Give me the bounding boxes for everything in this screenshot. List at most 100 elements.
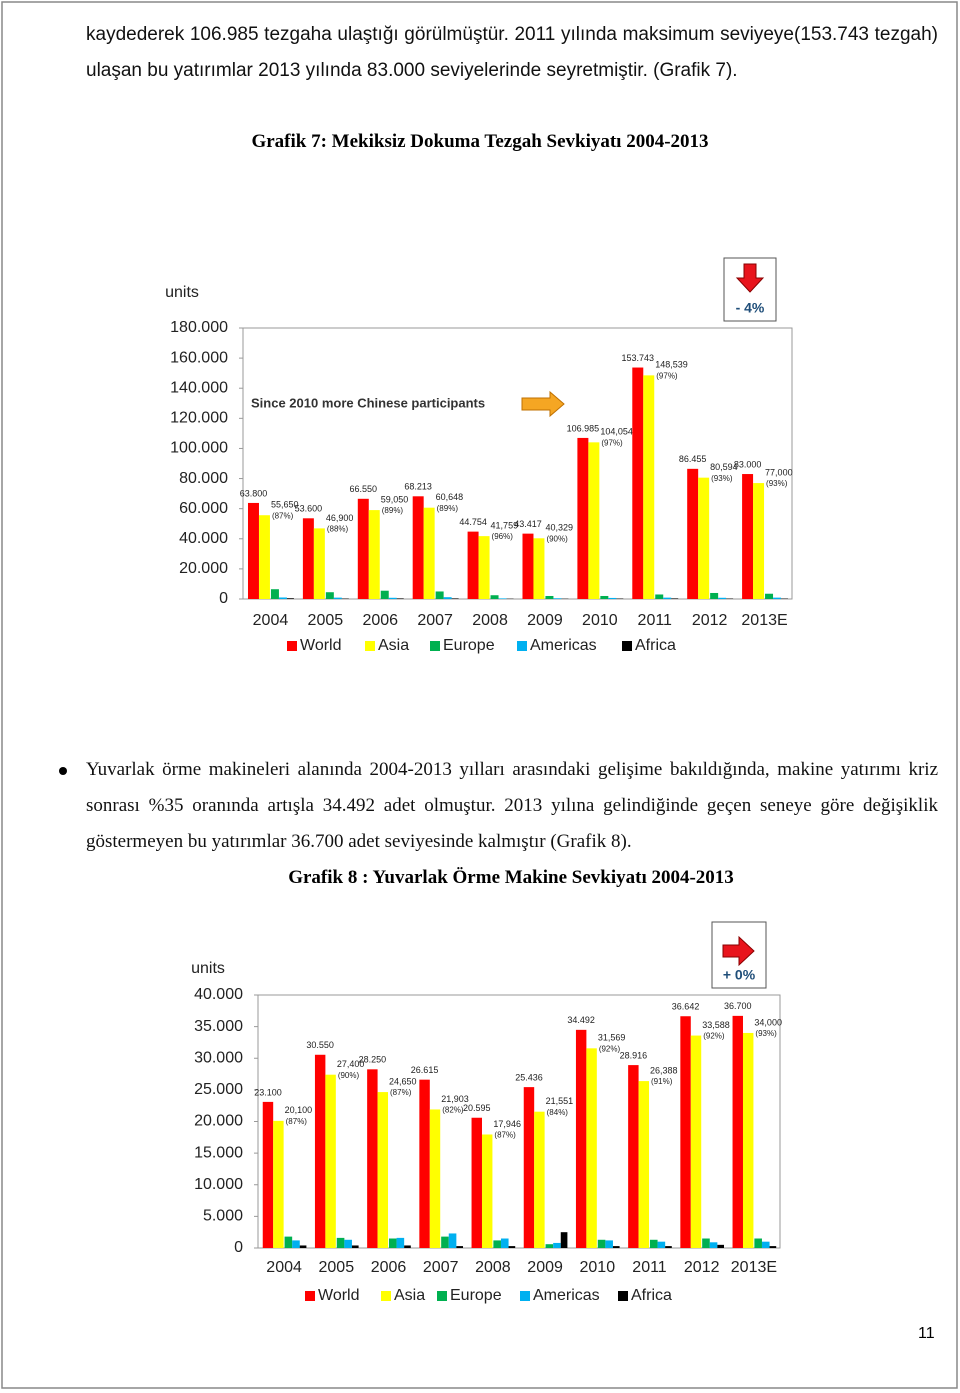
bar: [671, 598, 679, 599]
bar: [302, 518, 314, 599]
caption: Grafik 8 : Yuvarlak Örme Makine Sevkiyat…: [288, 867, 734, 888]
bar: [273, 1120, 284, 1248]
value-label: 33,588: [702, 1020, 730, 1030]
bar: [333, 597, 342, 599]
bar: [325, 592, 334, 599]
bar: [680, 1016, 691, 1248]
value-label: 63.800: [240, 488, 268, 498]
value-label: 77,000: [765, 467, 793, 477]
bar: [612, 1246, 620, 1248]
y-tick-label: 15.000: [194, 1144, 243, 1161]
x-tick-label: 2009: [527, 612, 563, 629]
bar: [533, 538, 545, 599]
y-tick-label: 120.000: [170, 410, 228, 427]
bar: [441, 1236, 449, 1248]
value-label: 41,759: [491, 521, 519, 531]
legend-swatch: [517, 641, 527, 651]
share-label: (87%): [286, 1117, 308, 1126]
bar: [325, 1074, 336, 1248]
bar: [608, 597, 617, 599]
y-tick-label: 0: [234, 1239, 243, 1256]
y-tick-label: 60.000: [179, 500, 228, 517]
x-tick-label: 2006: [371, 1259, 407, 1276]
legend-label: Americas: [533, 1287, 600, 1304]
share-label: (89%): [382, 506, 404, 515]
legend-label: Europe: [450, 1287, 502, 1304]
x-tick-label: 2009: [527, 1259, 563, 1276]
x-tick-label: 2004: [266, 1259, 302, 1276]
bar: [717, 1244, 725, 1248]
value-label: 148,539: [655, 360, 688, 370]
bar: [490, 595, 499, 599]
bar: [754, 1238, 762, 1248]
bar: [435, 591, 444, 599]
value-label: 53.600: [295, 504, 323, 514]
bar: [663, 597, 672, 599]
legend-label: Asia: [394, 1287, 425, 1304]
value-label: 36.700: [724, 1001, 752, 1011]
bar: [314, 1054, 326, 1248]
y-tick-label: 100.000: [170, 440, 228, 457]
legend-swatch: [365, 641, 375, 651]
legend-swatch: [520, 1291, 530, 1301]
bar: [292, 1240, 300, 1248]
x-tick-label: 2005: [319, 1259, 355, 1276]
value-label: 20,100: [285, 1105, 313, 1115]
bar: [351, 1245, 359, 1248]
bar: [336, 1237, 345, 1248]
bar: [500, 1238, 509, 1248]
badge-arrow: [735, 263, 765, 293]
x-tick-label: 2012: [684, 1259, 720, 1276]
share-label: (93%): [766, 479, 788, 488]
share-label: (87%): [390, 1088, 412, 1097]
bar: [773, 597, 782, 599]
value-label: 44.754: [459, 517, 487, 527]
value-label: 55,650: [271, 500, 299, 510]
bar: [588, 442, 600, 599]
value-label: 26.615: [411, 1065, 439, 1075]
x-tick-label: 2011: [638, 612, 673, 629]
bar: [396, 598, 404, 599]
value-label: 83.000: [734, 459, 762, 469]
bar: [270, 589, 279, 599]
bar: [702, 1238, 710, 1248]
y-tick-label: 160.000: [170, 349, 228, 366]
bar: [258, 515, 270, 599]
bar: [597, 1239, 606, 1248]
legend-label: Africa: [631, 1287, 672, 1304]
value-label: 36.642: [672, 1002, 700, 1012]
y-axis-label: units: [191, 960, 225, 977]
share-label: (97%): [656, 371, 678, 380]
bar: [493, 1240, 501, 1248]
bar: [523, 1087, 535, 1248]
x-tick-label: 2013E: [741, 612, 787, 629]
y-tick-label: 0: [219, 590, 228, 607]
share-label: (96%): [492, 532, 514, 541]
bar: [649, 1239, 658, 1248]
bar: [765, 593, 774, 599]
x-tick-label: 2007: [423, 1259, 459, 1276]
bar: [643, 375, 655, 599]
legend-label: Asia: [378, 637, 409, 654]
share-label: (82%): [442, 1106, 464, 1115]
legend-swatch: [381, 1291, 391, 1301]
bar: [522, 533, 534, 599]
value-label: 17,946: [493, 1119, 521, 1129]
change-label: + 0%: [723, 967, 756, 983]
bar: [769, 1246, 777, 1248]
legend-swatch: [305, 1291, 315, 1301]
value-label: 43.417: [514, 519, 542, 529]
legend-swatch: [287, 641, 297, 651]
y-tick-label: 40.000: [194, 986, 243, 1003]
value-label: 86.455: [679, 454, 707, 464]
bar: [429, 1109, 441, 1248]
y-tick-label: 140.000: [170, 379, 228, 396]
value-label: 66.550: [350, 484, 378, 494]
y-tick-label: 25.000: [194, 1081, 243, 1098]
bar: [605, 1240, 613, 1248]
bar: [638, 1081, 650, 1248]
bar: [761, 1241, 770, 1248]
bar: [423, 507, 435, 599]
value-label: 153.743: [622, 353, 655, 363]
